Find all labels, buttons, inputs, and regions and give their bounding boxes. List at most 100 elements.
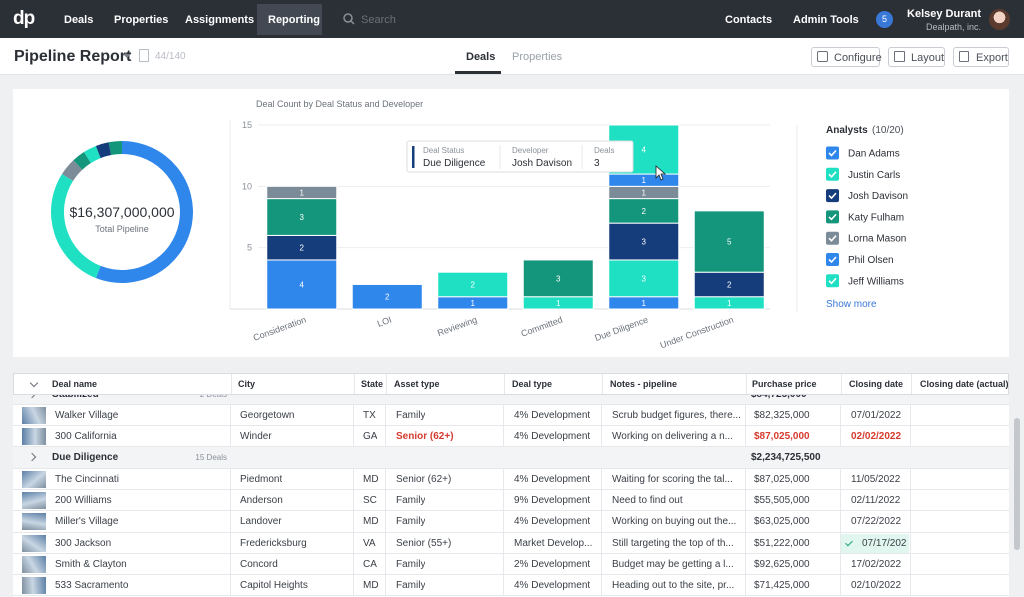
- expand-chevron: [27, 453, 37, 462]
- table-cell: 9% Development: [514, 495, 591, 506]
- export-button[interactable]: Export: [953, 47, 1009, 67]
- scrollbar[interactable]: [1014, 418, 1020, 550]
- avatar[interactable]: [989, 9, 1010, 30]
- notification-badge[interactable]: 5: [876, 11, 893, 28]
- cell-separator: [601, 532, 602, 553]
- cell-separator: [503, 490, 504, 511]
- table-cell: The Cincinnati: [55, 473, 119, 485]
- search-icon: [343, 13, 355, 25]
- cell-separator: [910, 490, 911, 511]
- table-cell: Working on delivering a n...: [612, 431, 733, 443]
- group-row[interactable]: Stabilized 2 Deals $84,725,000: [13, 395, 1009, 405]
- cell-separator: [745, 575, 746, 596]
- cell-separator: [385, 490, 386, 511]
- deal-row[interactable]: 300 Jackson Fredericksburg VA Senior (55+) M…: [13, 532, 1009, 554]
- cell-separator: [601, 404, 602, 426]
- donut-segment: [62, 160, 83, 181]
- legend-checkbox: [826, 189, 839, 203]
- cell-separator: [910, 575, 911, 596]
- legend-item[interactable]: Jeff Williams: [826, 274, 904, 288]
- tooltip-accent: [412, 146, 415, 168]
- legend-item[interactable]: Phil Olsen: [826, 253, 894, 266]
- table-cell: Concord: [240, 558, 278, 570]
- table-cell: Family: [396, 580, 426, 592]
- tab[interactable]: Deals: [466, 51, 496, 63]
- nav-item[interactable]: Properties: [114, 14, 169, 26]
- legend-item[interactable]: Lorna Mason: [826, 231, 906, 245]
- column-separator: [911, 374, 912, 394]
- nav-item[interactable]: Assignments: [185, 14, 255, 26]
- search-input[interactable]: Search: [361, 14, 396, 26]
- table-cell: MD: [363, 580, 379, 592]
- table-cell: TX: [363, 409, 376, 421]
- cell-separator: [230, 511, 231, 532]
- table-cell: CA: [363, 558, 377, 570]
- configure-button[interactable]: Configure: [811, 47, 882, 67]
- y-tick-label: 5: [247, 243, 252, 253]
- bar-segment: [693, 271, 765, 298]
- nav-item[interactable]: Contacts: [725, 14, 773, 26]
- tab[interactable]: Properties: [512, 51, 563, 63]
- legend-item[interactable]: Dan Adams: [826, 146, 900, 160]
- donut-segment: [50, 173, 101, 279]
- nav-item[interactable]: Reporting: [268, 14, 320, 26]
- bar-segment: [266, 259, 338, 310]
- table-cell: Senior (55+): [396, 537, 452, 549]
- record-count: 44/140: [155, 51, 186, 62]
- legend-item[interactable]: Justin Carls: [826, 167, 900, 181]
- table-cell: 4% Development: [514, 431, 591, 443]
- table-cell: Waiting for scoring the tal...: [612, 473, 733, 485]
- cell-separator: [745, 553, 746, 575]
- bar-segment: [266, 185, 338, 200]
- bar-value-label: 1: [556, 299, 561, 308]
- layout-button[interactable]: Layout: [888, 47, 945, 67]
- deal-row[interactable]: 533 Sacramento Capitol Heights MD Family 4% …: [13, 575, 1009, 597]
- table-cell: Still targeting the top of th...: [612, 537, 734, 549]
- cell-separator: [385, 511, 386, 532]
- deal-row[interactable]: Smith & Clayton Concord CA Family 2% Develop…: [13, 553, 1009, 576]
- bar-value-label: 3: [300, 213, 305, 222]
- table-cell: Working on buying out the...: [612, 516, 737, 528]
- table-cell: 2% Development: [514, 558, 591, 570]
- user-name[interactable]: Kelsey Durant: [907, 8, 981, 20]
- deal-row[interactable]: 200 Williams Anderson SC Family 9% Developme…: [13, 490, 1009, 512]
- legend-item[interactable]: Josh Davison: [826, 189, 908, 203]
- show-more-link[interactable]: Show more: [826, 299, 877, 310]
- table-cell: 02/10/2022: [851, 580, 902, 592]
- cell-separator: [503, 553, 504, 575]
- cell-separator: [353, 553, 354, 575]
- bar-value-label: 4: [642, 146, 647, 155]
- active-tab-bg: [257, 4, 322, 35]
- table-cell: 4% Development: [514, 409, 591, 421]
- cell-separator: [230, 426, 231, 447]
- deal-row[interactable]: Walker Village Georgetown TX Family 4% Devel…: [13, 404, 1009, 427]
- closed-highlight: [841, 533, 909, 553]
- bar-value-label: 3: [642, 274, 647, 283]
- cell-separator: [503, 511, 504, 532]
- legend-title: Analysts: [826, 125, 868, 136]
- table-cell: 17/02/2022: [851, 558, 902, 570]
- bar-value-label: 1: [642, 176, 647, 185]
- tooltip-label: Deals: [594, 146, 614, 155]
- cell-separator: [353, 468, 354, 489]
- column-separator: [354, 374, 355, 394]
- logo[interactable]: dp: [13, 8, 35, 29]
- cell-separator: [385, 575, 386, 596]
- deal-row[interactable]: Miller's Village Landover MD Family 4% Devel…: [13, 511, 1009, 533]
- legend-item[interactable]: Katy Fulham: [826, 210, 904, 224]
- cell-separator: [385, 426, 386, 447]
- company-name: Dealpath, inc.: [925, 22, 981, 32]
- bar-value-label: 1: [642, 299, 647, 308]
- cell-separator: [503, 426, 504, 447]
- group-row[interactable]: Due Diligence 15 Deals $2,234,725,500: [13, 447, 1009, 469]
- deal-row[interactable]: The Cincinnati Piedmont MD Senior (62+) 4% D…: [13, 468, 1009, 490]
- table-cell: Family: [396, 495, 426, 506]
- nav-item[interactable]: Deals: [64, 14, 94, 26]
- x-tick-label: LOI: [376, 314, 393, 328]
- bar-segment: [522, 259, 594, 298]
- caret[interactable]: [123, 54, 131, 62]
- deal-row[interactable]: 300 California Winder GA Senior (62+) 4% Dev…: [13, 426, 1009, 448]
- cell-separator: [601, 511, 602, 532]
- nav-item[interactable]: Admin Tools: [793, 14, 859, 26]
